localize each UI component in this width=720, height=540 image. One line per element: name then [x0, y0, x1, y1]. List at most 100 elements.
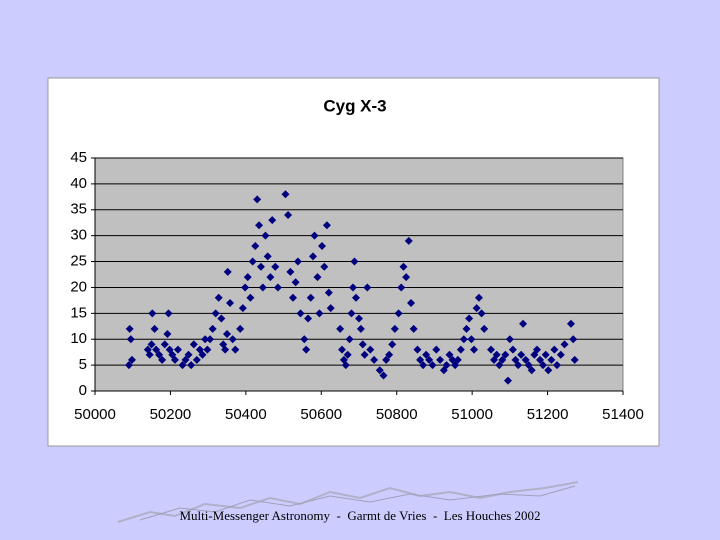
y-tick-label: 40 [70, 175, 87, 192]
point [268, 216, 277, 225]
point [355, 314, 363, 323]
point [184, 350, 193, 359]
point [164, 309, 173, 318]
point [436, 355, 445, 364]
point [442, 361, 451, 370]
point [326, 304, 335, 313]
point [150, 324, 159, 333]
point [155, 350, 164, 359]
point [477, 309, 486, 318]
point [480, 324, 489, 333]
point [517, 350, 526, 359]
point [570, 355, 579, 364]
point [310, 231, 319, 240]
point [158, 355, 167, 364]
x-tick-label: 50200 [150, 406, 192, 423]
point [226, 298, 235, 307]
x-tick-label: 51400 [602, 406, 644, 423]
point [366, 345, 375, 354]
point [221, 345, 230, 354]
point [217, 314, 226, 323]
point [318, 242, 327, 251]
point [343, 350, 352, 359]
point [291, 278, 300, 287]
point [539, 361, 548, 370]
point [336, 324, 345, 333]
point [236, 324, 245, 333]
y-tick-label: 35 [70, 201, 87, 218]
point [402, 273, 411, 282]
point [302, 345, 311, 354]
point [527, 366, 536, 375]
point [399, 262, 408, 271]
point [231, 345, 240, 354]
y-tick-label: 10 [70, 330, 87, 347]
point [211, 309, 220, 318]
y-tick-label: 15 [70, 304, 87, 321]
point [445, 350, 454, 359]
point [474, 293, 483, 302]
point [296, 309, 305, 318]
point [348, 283, 357, 292]
point [266, 273, 275, 282]
point [261, 231, 270, 240]
point [394, 309, 403, 318]
point [322, 221, 331, 230]
point [251, 242, 260, 251]
point [519, 319, 528, 328]
point [324, 288, 333, 297]
point [238, 304, 247, 313]
mountain-decoration [139, 485, 576, 521]
point [432, 345, 441, 354]
point [514, 361, 523, 370]
point [388, 340, 397, 349]
point [541, 350, 550, 359]
point [553, 361, 561, 370]
point [459, 335, 468, 344]
x-tick-label: 50600 [300, 406, 342, 423]
point [306, 293, 315, 302]
point [407, 298, 416, 307]
x-tick-label: 51000 [451, 406, 493, 423]
point [187, 361, 196, 370]
point [356, 324, 365, 333]
y-tick-label: 5 [79, 356, 87, 373]
point [453, 355, 462, 364]
point [536, 355, 545, 364]
point [148, 309, 157, 318]
footer: Multi-Messenger Astronomy - Garmt de Vri… [179, 508, 540, 523]
point [419, 361, 428, 370]
point [214, 293, 223, 302]
point [223, 330, 231, 339]
point [126, 335, 135, 344]
point [425, 355, 434, 364]
point [462, 324, 471, 333]
point [315, 309, 324, 318]
point [253, 195, 262, 204]
point [472, 304, 481, 313]
point [503, 376, 512, 385]
point [350, 257, 359, 266]
x-tick-label: 50800 [376, 406, 418, 423]
point [560, 340, 569, 349]
point [501, 350, 510, 359]
point [351, 293, 360, 302]
point [208, 324, 217, 333]
point [467, 335, 476, 344]
point [147, 340, 156, 349]
point [390, 324, 399, 333]
point [521, 355, 530, 364]
point [413, 345, 422, 354]
point [243, 273, 252, 282]
point [569, 335, 578, 344]
point [300, 335, 309, 344]
point [308, 252, 317, 261]
point [465, 314, 474, 323]
point [281, 190, 290, 199]
point [498, 355, 507, 364]
point [263, 252, 272, 261]
point [163, 330, 172, 339]
point [255, 221, 264, 230]
point [470, 345, 479, 354]
